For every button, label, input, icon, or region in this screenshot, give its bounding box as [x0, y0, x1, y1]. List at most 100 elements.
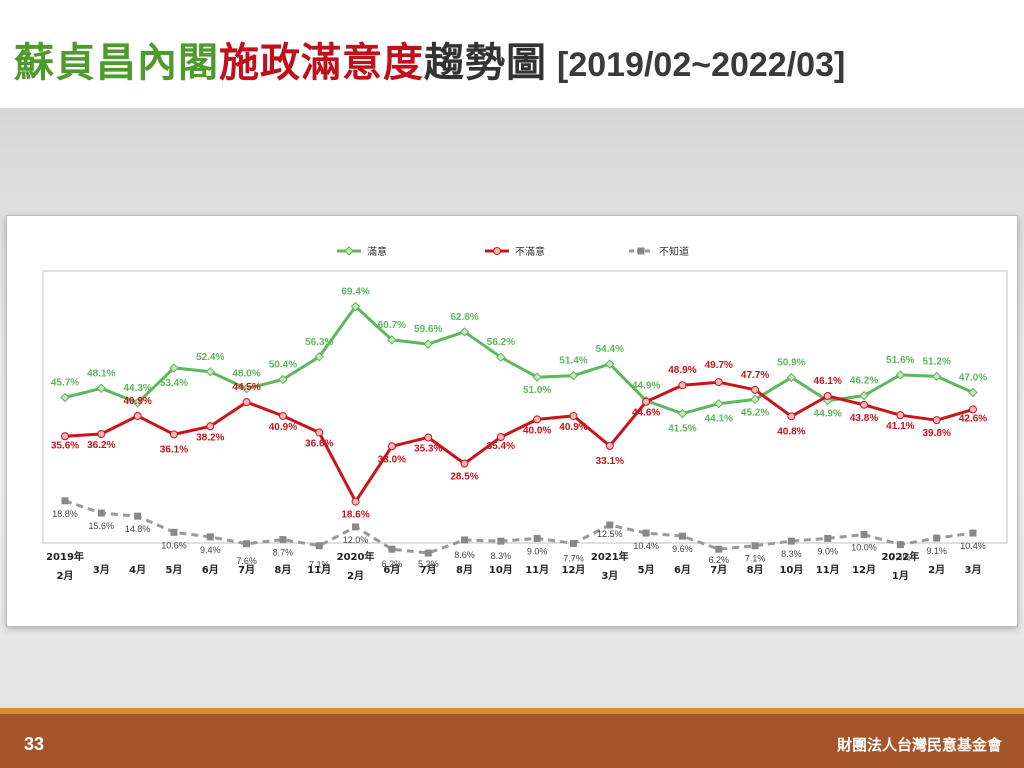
- data-label-1-6: 40.9%: [269, 422, 297, 433]
- data-label-2-15: 12.5%: [597, 529, 623, 539]
- data-label-0-5: 48.0%: [232, 369, 260, 380]
- data-label-1-7: 36.6%: [305, 438, 333, 449]
- x-tick-label-1: 3月: [93, 564, 110, 576]
- x-tick-label-24: 2月: [928, 564, 945, 576]
- data-label-2-4: 9.4%: [200, 545, 221, 555]
- series-line-1: [64, 380, 974, 504]
- data-point-2-21: [824, 534, 832, 542]
- data-label-0-11: 62.8%: [450, 312, 478, 323]
- data-label-1-11: 28.5%: [450, 472, 478, 483]
- data-label-0-23: 51.6%: [886, 355, 914, 366]
- data-point-0-18: [714, 398, 724, 409]
- data-point-1-10: [424, 433, 433, 442]
- data-label-0-15: 54.4%: [596, 344, 624, 355]
- x-tick-label-20: 10月: [779, 564, 803, 576]
- data-point-0-2: [132, 398, 143, 408]
- x-tick-label-16: 5月: [638, 564, 655, 576]
- data-point-0-3: [169, 363, 179, 373]
- data-label-0-0: 45.7%: [51, 378, 79, 389]
- data-point-2-6: [279, 536, 287, 544]
- data-label-1-15: 33.1%: [596, 456, 624, 467]
- data-label-2-11: 8.6%: [454, 550, 475, 560]
- slide-footer: 33 財團法人台灣民意基金會: [0, 708, 1024, 768]
- x-tick-label-25: 3月: [965, 564, 982, 576]
- data-label-0-4: 52.4%: [196, 352, 224, 363]
- data-point-1-18: [714, 378, 723, 387]
- data-label-1-5: 44.5%: [232, 382, 260, 393]
- data-label-1-17: 48.9%: [668, 365, 696, 376]
- data-point-1-23: [896, 411, 905, 420]
- data-label-2-6: 8.7%: [273, 548, 294, 558]
- data-label-1-24: 39.8%: [923, 428, 951, 439]
- data-label-0-14: 51.4%: [559, 356, 587, 367]
- data-label-1-2: 40.9%: [123, 396, 151, 407]
- data-label-2-14: 7.7%: [563, 553, 584, 563]
- data-label-0-2: 44.3%: [123, 383, 151, 394]
- data-point-0-15: [605, 359, 615, 369]
- data-point-0-4: [205, 367, 215, 377]
- data-point-1-15: [605, 441, 614, 450]
- data-point-0-12: [496, 352, 506, 362]
- organization-name: 財團法人台灣民意基金會: [836, 736, 1002, 754]
- data-point-0-25: [968, 387, 978, 398]
- x-tick-label-18: 7月: [710, 564, 727, 576]
- series-line-2: [64, 499, 974, 555]
- data-label-0-12: 56.2%: [487, 337, 515, 348]
- data-point-1-4: [206, 422, 215, 431]
- data-point-1-0: [61, 432, 69, 441]
- data-point-2-17: [678, 532, 686, 540]
- data-point-1-17: [678, 381, 687, 390]
- x-tick-label-8: 2月: [347, 570, 364, 582]
- data-label-1-14: 40.9%: [559, 422, 587, 433]
- x-tick-label-2: 4月: [129, 564, 146, 576]
- data-point-1-20: [787, 412, 796, 421]
- data-point-0-24: [931, 371, 942, 382]
- x-tick-year-8: 2020年: [337, 550, 375, 563]
- data-label-2-3: 10.6%: [161, 540, 187, 550]
- data-point-1-25: [969, 405, 977, 414]
- x-tick-label-14: 12月: [562, 564, 586, 576]
- data-point-2-9: [388, 545, 396, 553]
- data-label-0-16: 44.9%: [632, 381, 660, 392]
- legend-marker-0: [344, 246, 354, 256]
- data-point-1-1: [97, 429, 106, 438]
- slide-header: 蘇貞昌內閣施政滿意度趨勢圖 [2019/02~2022/03]: [0, 0, 1024, 108]
- x-tick-label-21: 11月: [816, 564, 840, 576]
- chart-card: 滿意 不滿意 不知道 45.7% 48.1% 44.3% 53.4% 52.4% 48.0% 50…: [6, 215, 1018, 627]
- data-label-0-21: 44.9%: [814, 409, 842, 420]
- data-label-1-8: 18.6%: [341, 510, 369, 521]
- x-tick-year-0: 2019年: [46, 550, 84, 563]
- data-point-2-15: [606, 521, 614, 529]
- data-point-2-3: [170, 528, 178, 536]
- x-tick-label-15: 3月: [601, 570, 618, 582]
- data-label-2-0: 18.8%: [52, 509, 78, 519]
- data-point-2-2: [134, 512, 142, 520]
- legend-label-0: 滿意: [367, 245, 387, 258]
- data-point-1-6: [278, 411, 287, 420]
- data-point-2-22: [860, 531, 868, 539]
- data-point-2-11: [461, 536, 469, 544]
- data-label-0-22: 46.2%: [850, 376, 878, 387]
- data-point-1-24: [932, 416, 941, 425]
- data-point-0-19: [750, 394, 760, 405]
- x-tick-label-6: 8月: [274, 564, 291, 576]
- data-point-0-7: [314, 352, 324, 362]
- x-tick-label-0: 2月: [57, 570, 74, 582]
- data-point-2-10: [424, 549, 432, 557]
- x-tick-label-22: 12月: [852, 564, 876, 576]
- x-tick-year-23: 2022年: [881, 550, 919, 563]
- data-label-1-12: 35.4%: [487, 441, 515, 452]
- title-date-range: [2019/02~2022/03]: [557, 46, 846, 84]
- data-label-2-16: 10.4%: [633, 541, 659, 551]
- data-point-2-25: [969, 529, 977, 537]
- data-label-2-23: 7.4%: [890, 553, 911, 563]
- data-label-1-3: 36.1%: [160, 444, 188, 455]
- data-point-0-6: [278, 374, 288, 385]
- title-cabinet: 蘇貞昌內閣: [14, 40, 219, 86]
- legend-label-1: 不滿意: [515, 245, 545, 258]
- plot-area: [42, 270, 1008, 544]
- data-label-1-10: 35.3%: [414, 443, 442, 454]
- x-tick-label-4: 6月: [202, 564, 219, 576]
- x-tick-label-12: 10月: [489, 564, 513, 576]
- data-point-0-10: [423, 339, 433, 349]
